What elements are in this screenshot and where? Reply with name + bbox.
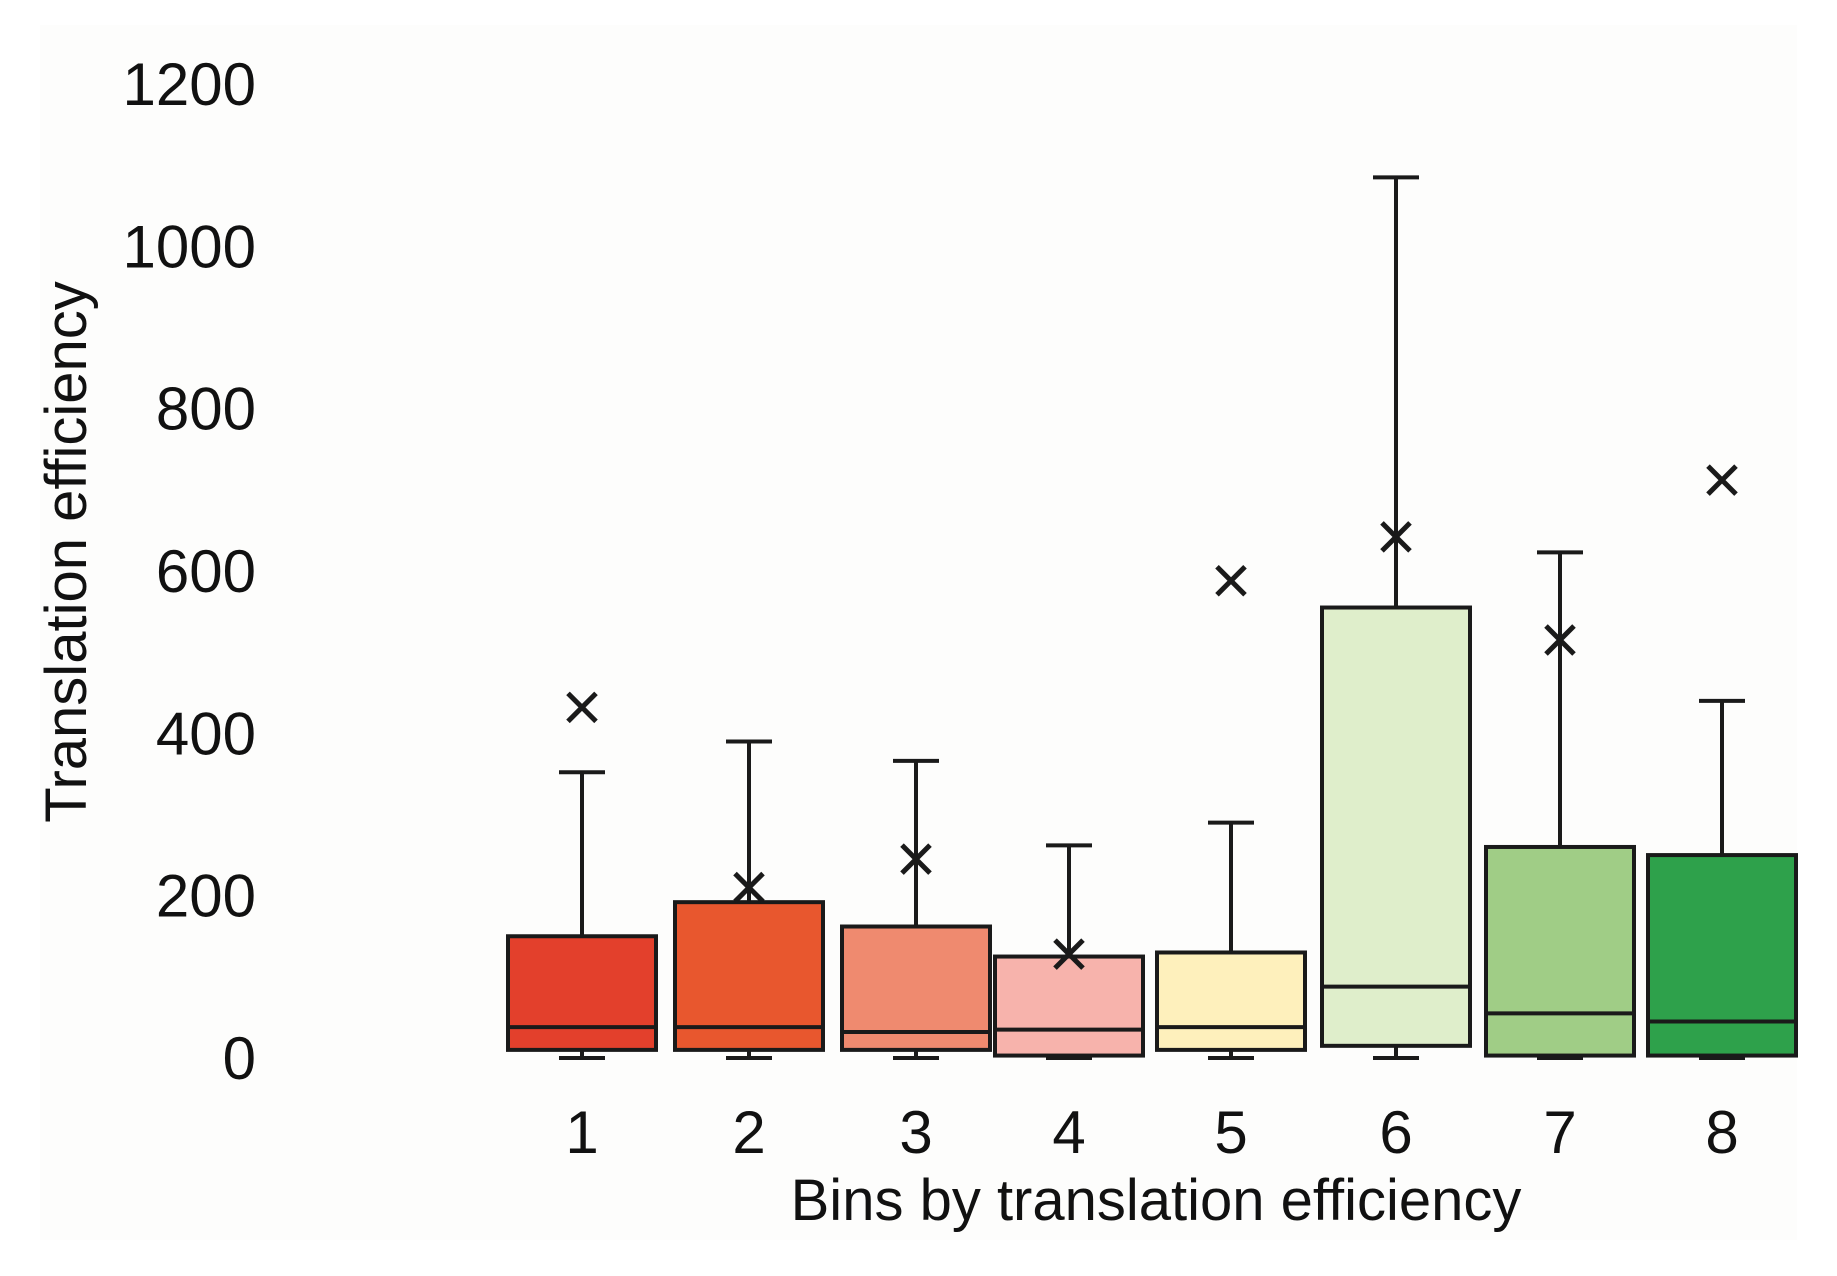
mean-marker (1215, 564, 1247, 597)
box-group-7 (1484, 550, 1636, 1060)
box-group-6 (1320, 175, 1472, 1060)
box-group-5 (1155, 564, 1307, 1060)
x-axis-title: Bins by translation efficiency (791, 1168, 1522, 1233)
box-body (993, 954, 1145, 1058)
mean-marker (733, 871, 765, 904)
box-body (1484, 844, 1636, 1058)
mean-marker (1544, 624, 1576, 656)
x-tick-label: 1 (565, 1099, 598, 1166)
box-body (1320, 605, 1472, 1048)
y-tick-label: 1200 (123, 51, 256, 118)
box-body (840, 924, 992, 1052)
x-tick-label: 5 (1214, 1099, 1247, 1166)
y-tick-labels: 0 200 400 600 800 1000 1200 (123, 51, 256, 1092)
mean-marker (1706, 464, 1738, 496)
y-tick-label: 800 (156, 376, 256, 443)
mean-marker (566, 691, 598, 724)
y-tick-label: 400 (156, 700, 256, 767)
x-tick-label: 7 (1543, 1099, 1576, 1166)
x-tick-label: 4 (1052, 1099, 1085, 1166)
box-group-1 (506, 691, 658, 1060)
mean-marker (1380, 521, 1412, 553)
x-tick-labels: 1 2 3 4 5 6 7 8 (565, 1099, 1738, 1166)
box-body (1155, 950, 1307, 1052)
box-body (506, 934, 658, 1052)
y-tick-label: 600 (156, 538, 256, 605)
box-group-2 (673, 739, 825, 1060)
box-group-8 (1646, 464, 1798, 1060)
mean-marker (1053, 938, 1085, 970)
x-tick-label: 3 (899, 1099, 932, 1166)
box-body (1646, 853, 1798, 1058)
x-tick-label: 8 (1705, 1099, 1738, 1166)
y-tick-label: 200 (156, 863, 256, 930)
y-axis-title: Translation efficiency (34, 281, 99, 823)
y-tick-label: 0 (223, 1025, 256, 1092)
box-group-3 (840, 758, 992, 1060)
mean-marker (900, 843, 932, 875)
y-tick-label: 1000 (123, 213, 256, 280)
box-group-4 (993, 843, 1145, 1060)
box-series (506, 175, 1798, 1060)
x-tick-label: 2 (732, 1099, 765, 1166)
x-tick-label: 6 (1379, 1099, 1412, 1166)
